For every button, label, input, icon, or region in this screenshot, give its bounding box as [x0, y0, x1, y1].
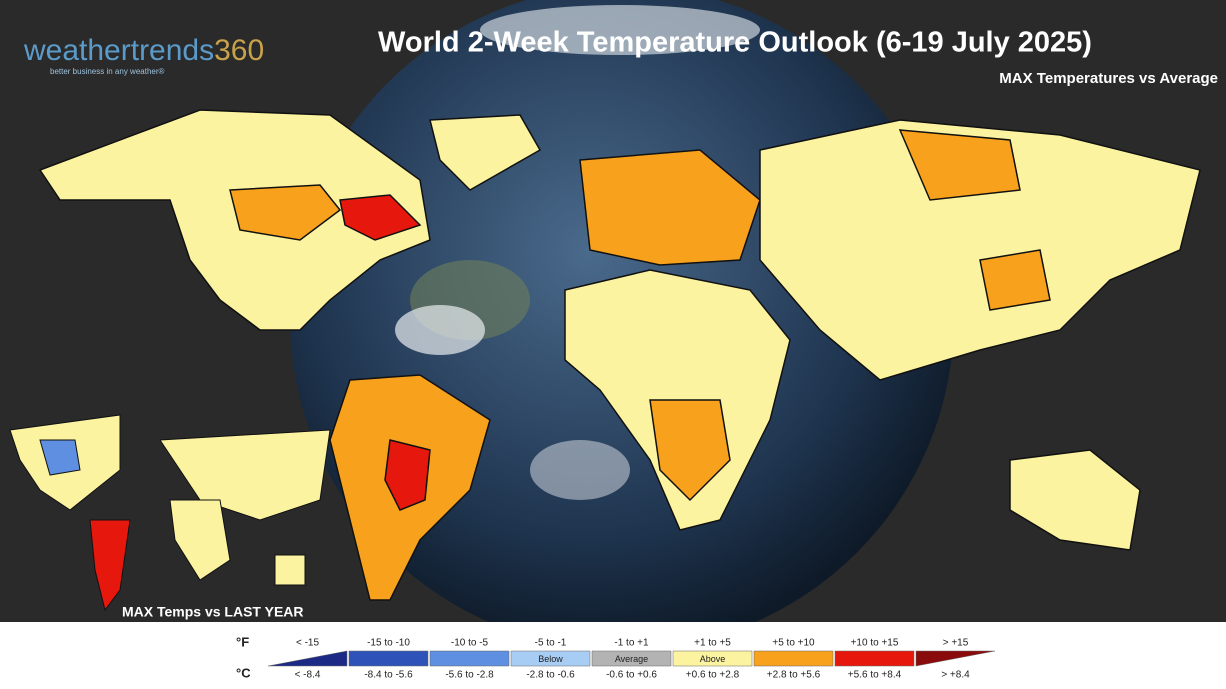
region-warm	[649, 399, 731, 502]
logo: weathertrends360	[23, 34, 264, 67]
clouds	[395, 305, 485, 355]
legend-f-label: +10 to +15	[851, 638, 899, 649]
legend-swatch	[591, 650, 672, 667]
inset-region-cool	[39, 439, 81, 476]
unit-f: °F	[236, 634, 249, 649]
legend-c-label: -8.4 to -5.6	[364, 670, 413, 681]
logo-name: weathertrends	[23, 34, 214, 67]
legend-c-label: +5.6 to +8.4	[848, 670, 902, 681]
legend-f-label: -15 to -10	[367, 638, 410, 649]
asia	[759, 119, 1201, 381]
logo-number: 360	[214, 34, 264, 67]
logo-tagline: better business in any weather®	[50, 67, 165, 76]
inset-africa	[169, 499, 231, 581]
continents	[38, 109, 1201, 601]
region-hot	[339, 194, 422, 241]
legend-tag: Above	[700, 654, 726, 664]
legend-f-label: +5 to +10	[772, 638, 815, 649]
region-hot	[229, 184, 342, 241]
legend-tag: Below	[538, 654, 563, 664]
legend-tag: Average	[615, 654, 648, 664]
legend-f-label: -1 to +1	[614, 638, 649, 649]
north-america	[38, 109, 431, 331]
greenland	[429, 114, 542, 191]
region-warm	[979, 249, 1051, 311]
legend-c-label: -5.6 to -2.8	[445, 670, 494, 681]
legend-c-label: > +8.4	[941, 670, 970, 681]
clouds	[530, 440, 630, 500]
legend-f-label: +1 to +5	[694, 638, 731, 649]
australia	[1009, 449, 1141, 551]
subtitle: MAX Temperatures vs Average	[999, 70, 1218, 87]
legend-swatch	[915, 650, 996, 667]
europe	[579, 149, 761, 266]
legend-swatch	[429, 650, 510, 667]
legend-f-label: < -15	[296, 638, 320, 649]
legend-swatch	[510, 650, 591, 667]
legend-swatch	[834, 650, 915, 667]
legend-swatch	[672, 650, 753, 667]
legend-c-label: -2.8 to -0.6	[526, 670, 575, 681]
inset-map	[9, 414, 331, 612]
inset-eurasia	[159, 429, 331, 521]
legend-f-label: -10 to -5	[451, 638, 489, 649]
region-warm	[898, 129, 1021, 201]
title: World 2-Week Temperature Outlook (6-19 J…	[378, 27, 1092, 59]
inset-south-america	[89, 519, 131, 612]
region-hot	[384, 439, 431, 511]
legend-c-label: -0.6 to +0.6	[606, 670, 657, 681]
legend-c-label: +2.8 to +5.6	[767, 670, 821, 681]
legend: < -15 < -8.4 -15 to -10 -8.4 to -5.6 -10 to …	[267, 638, 996, 681]
legend-f-label: > +15	[943, 638, 969, 649]
inset-australia	[274, 554, 306, 586]
inset-label: MAX Temps vs LAST YEAR	[122, 604, 304, 620]
legend-swatch	[753, 650, 834, 667]
unit-c: °C	[236, 665, 251, 680]
legend-c-label: +0.6 to +2.8	[686, 670, 740, 681]
clouds	[480, 5, 760, 55]
legend-swatch	[267, 650, 348, 667]
legend-swatch	[348, 650, 429, 667]
legend-c-label: < -8.4	[295, 670, 321, 681]
legend-f-label: -5 to -1	[535, 638, 567, 649]
